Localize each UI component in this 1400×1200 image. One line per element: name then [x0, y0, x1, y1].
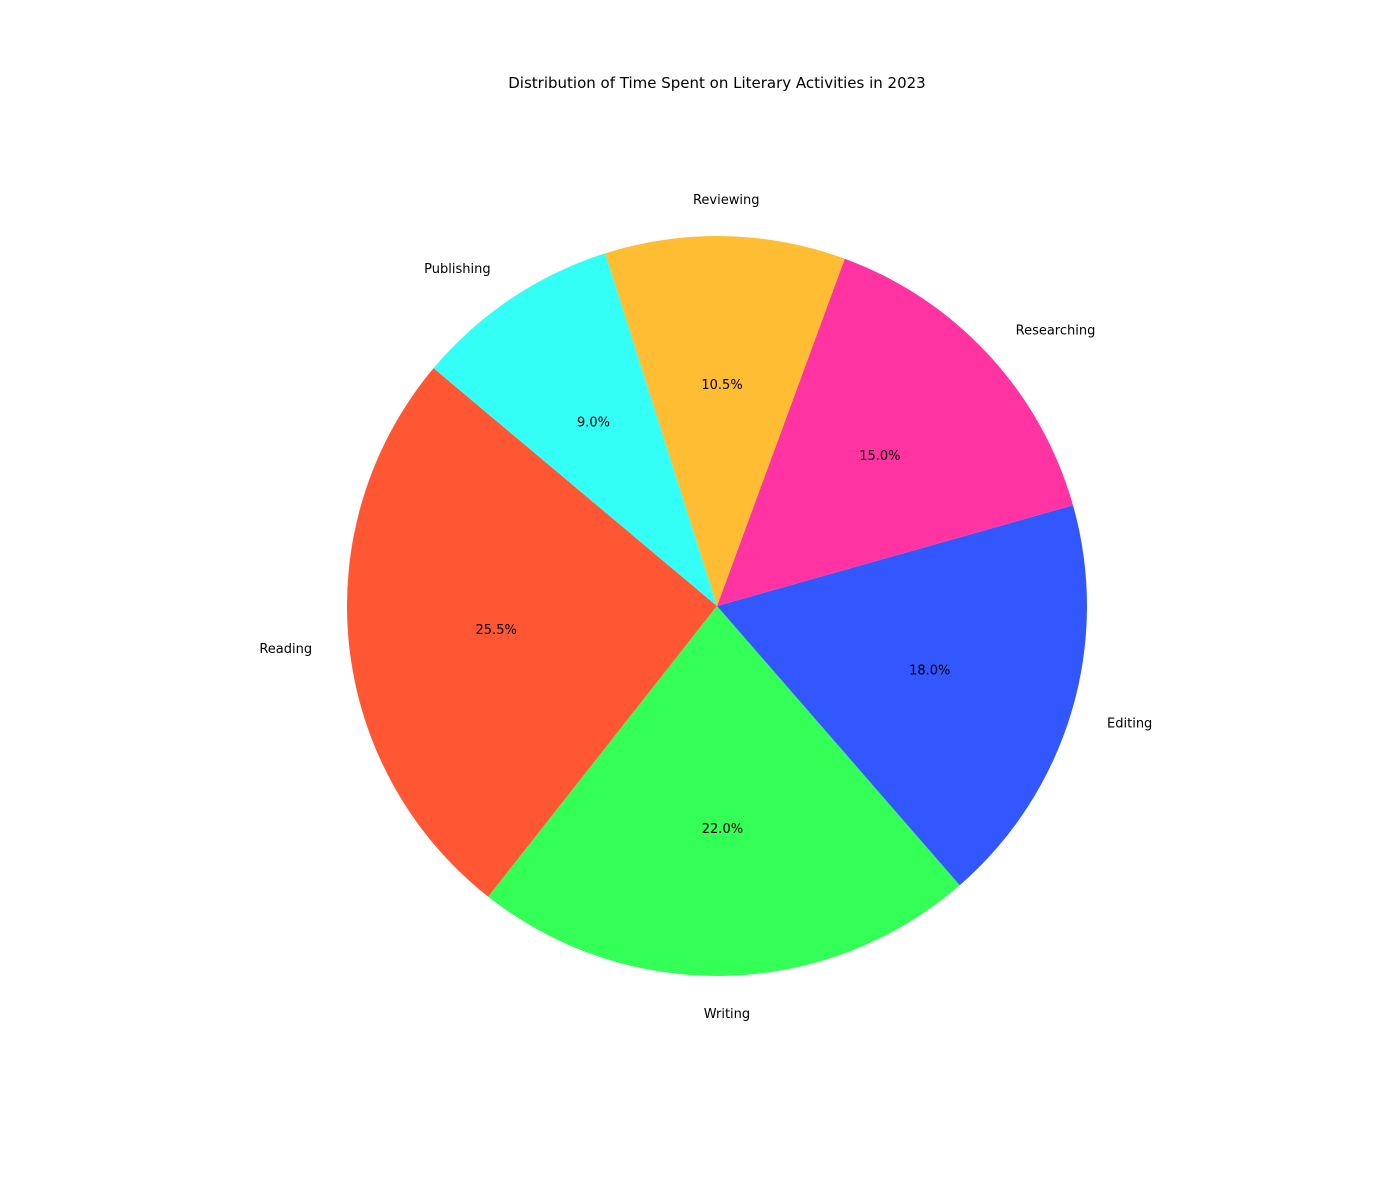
pie-pct-label: 22.0%: [702, 822, 743, 837]
chart-title: Distribution of Time Spent on Literary A…: [508, 74, 925, 92]
pie-slice-label: Editing: [1107, 716, 1152, 731]
pie-pct-label: 15.0%: [859, 449, 900, 464]
pie-slice-reviewing: [605, 236, 845, 606]
pie-labels: 25.5% Reading 22.0% Writing 18.0% Editing 15.0…: [259, 193, 1152, 1022]
pie-pct-label: 25.5%: [476, 623, 517, 638]
pie-slice-reading: [346, 368, 717, 897]
pie-slice-writing: [488, 606, 960, 976]
pie-slice-label: Researching: [1016, 323, 1096, 338]
pie-slice-publishing: [433, 253, 717, 606]
pie-slice-researching: [717, 258, 1074, 606]
pie-pct-label: 9.0%: [577, 416, 610, 431]
pie-slice-label: Reading: [259, 642, 312, 657]
pie-slices: [346, 236, 1087, 976]
pie-slice-editing: [717, 505, 1087, 886]
pie-slice-label: Writing: [704, 1007, 750, 1022]
pie-pct-label: 10.5%: [701, 378, 742, 393]
pie-slice-label: Reviewing: [693, 193, 760, 208]
pie-slice-label: Publishing: [424, 262, 490, 277]
pie-pct-label: 18.0%: [909, 663, 950, 678]
